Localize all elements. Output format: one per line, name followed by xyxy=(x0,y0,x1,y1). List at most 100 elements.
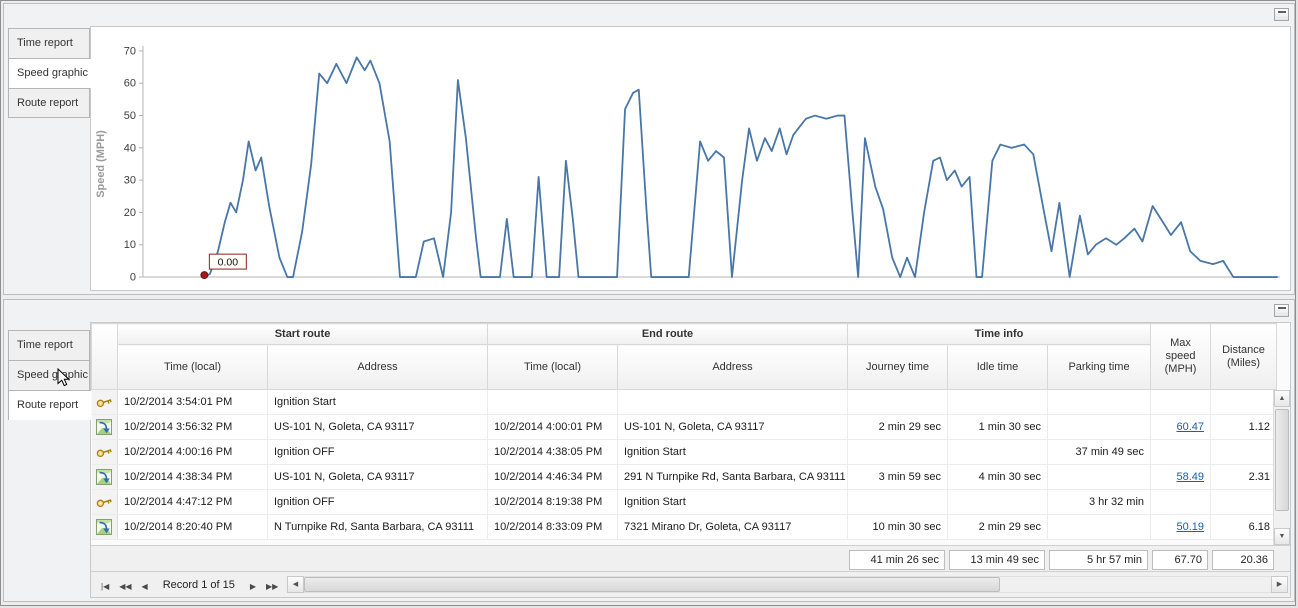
table-row[interactable]: 10/2/2014 4:00:16 PM Ignition OFF 10/2/201… xyxy=(91,439,1278,465)
tab-route-report[interactable]: Route report xyxy=(8,88,90,118)
next-record-button[interactable]: ▶ xyxy=(249,581,257,591)
start-time-cell: 10/2/2014 4:47:12 PM xyxy=(117,489,268,515)
next-page-record-button[interactable]: ▶▶ xyxy=(266,581,279,591)
record-navigator: |◀◀◀◀ Record 1 of 15 ▶▶▶▶| ◀ ▶ xyxy=(91,571,1290,597)
table-row[interactable]: 10/2/2014 8:20:40 PM N Turnpike Rd, Santa… xyxy=(91,514,1278,540)
horizontal-scrollbar-thumb[interactable] xyxy=(304,577,1001,592)
horizontal-scrollbar-track[interactable] xyxy=(304,576,1271,593)
summary-idle-time: 13 min 49 sec xyxy=(949,549,1045,570)
prev-page-record-button[interactable]: ◀◀ xyxy=(119,581,132,591)
table-row[interactable]: 10/2/2014 4:47:12 PM Ignition OFF 10/2/201… xyxy=(91,489,1278,515)
route-table: Start route End route Time info Max spee… xyxy=(91,323,1278,540)
tab-time-report[interactable]: Time report xyxy=(8,28,90,58)
max-speed-link[interactable]: 50.19 xyxy=(1176,521,1205,533)
group-header-end-route: End route xyxy=(487,323,848,345)
record-count-label: Record 1 of 15 xyxy=(162,578,235,591)
collapse-glyph-icon xyxy=(1277,307,1286,309)
summary-row: 41 min 26 sec 13 min 49 sec 5 hr 57 min … xyxy=(91,545,1290,571)
idle-time-cell: 4 min 30 sec xyxy=(947,464,1048,490)
distance-cell: 6.18 xyxy=(1210,514,1278,540)
vertical-scrollbar[interactable]: ▲ ▼ xyxy=(1273,390,1290,545)
max-speed-link[interactable]: 60.47 xyxy=(1176,421,1205,433)
parking-time-cell: 3 hr 32 min xyxy=(1047,489,1152,515)
column-header-end-address[interactable]: Address xyxy=(617,344,848,390)
start-address-cell: US-101 N, Goleta, CA 93117 xyxy=(267,464,488,490)
column-header-max-speed[interactable]: Max speed (MPH) xyxy=(1150,323,1212,390)
end-time-cell xyxy=(487,389,618,415)
collapse-glyph-icon xyxy=(1277,11,1286,13)
column-header-parking-time[interactable]: Parking time xyxy=(1046,344,1152,390)
speed-chart-area[interactable]: 0 10 20 30 40 50 60 70 0.00 Speed (MPH) xyxy=(90,26,1291,291)
column-header-end-time[interactable]: Time (local) xyxy=(487,344,618,390)
end-address-cell xyxy=(617,389,848,415)
scroll-up-icon[interactable]: ▲ xyxy=(1274,390,1290,407)
distance-cell xyxy=(1210,389,1278,415)
vertical-scrollbar-thumb[interactable] xyxy=(1275,409,1289,511)
end-address-cell: Ignition Start xyxy=(617,489,848,515)
collapse-panel-icon[interactable] xyxy=(1274,8,1289,21)
scroll-right-icon[interactable]: ▶ xyxy=(1271,576,1288,593)
max-speed-cell: 58.49 xyxy=(1150,464,1212,490)
column-header-journey-time[interactable]: Journey time xyxy=(847,344,948,390)
key-icon xyxy=(91,489,118,515)
svg-text:30: 30 xyxy=(124,175,136,187)
indicator-column-header xyxy=(91,323,118,390)
journey-time-cell xyxy=(847,489,948,515)
journey-time-cell xyxy=(847,439,948,465)
distance-cell xyxy=(1210,489,1278,515)
route-icon xyxy=(91,414,118,440)
scroll-left-icon[interactable]: ◀ xyxy=(287,576,304,593)
speed-chart[interactable]: 0 10 20 30 40 50 60 70 0.00 Speed (MPH) xyxy=(91,27,1290,290)
svg-text:20: 20 xyxy=(124,207,136,219)
start-address-cell: Ignition Start xyxy=(267,389,488,415)
tab-time-report[interactable]: Time report xyxy=(8,330,90,360)
column-header-idle-time[interactable]: Idle time xyxy=(947,344,1048,390)
table-row[interactable]: 10/2/2014 3:56:32 PM US-101 N, Goleta, CA… xyxy=(91,414,1278,440)
end-address-cell: Ignition Start xyxy=(617,439,848,465)
top-tabstrip: Time report Speed graphic Route report xyxy=(8,28,92,118)
svg-text:40: 40 xyxy=(124,142,136,154)
max-speed-link[interactable]: 58.49 xyxy=(1176,471,1205,483)
tab-speed-graphic[interactable]: Speed graphic xyxy=(8,58,91,88)
pager-left-buttons: |◀ ◀◀ ◀ xyxy=(96,576,153,594)
table-row[interactable]: 10/2/2014 3:54:01 PM Ignition Start xyxy=(91,389,1278,415)
start-address-cell: Ignition OFF xyxy=(267,439,488,465)
parking-time-cell xyxy=(1047,514,1152,540)
key-icon xyxy=(91,439,118,465)
column-header-start-time[interactable]: Time (local) xyxy=(117,344,268,390)
summary-parking-time: 5 hr 57 min xyxy=(1049,549,1148,570)
horizontal-scrollbar[interactable]: ◀ ▶ xyxy=(287,576,1288,593)
first-record-button[interactable]: |◀ xyxy=(101,581,110,591)
svg-text:0: 0 xyxy=(130,272,136,284)
scroll-down-icon[interactable]: ▼ xyxy=(1274,528,1290,545)
start-time-cell: 10/2/2014 3:56:32 PM xyxy=(117,414,268,440)
group-header-start-route: Start route xyxy=(117,323,488,345)
svg-text:10: 10 xyxy=(124,239,136,251)
prev-record-button[interactable]: ◀ xyxy=(141,581,148,591)
parking-time-cell: 37 min 49 sec xyxy=(1047,439,1152,465)
column-header-start-address[interactable]: Address xyxy=(267,344,488,390)
distance-cell: 2.31 xyxy=(1210,464,1278,490)
start-time-cell: 10/2/2014 3:54:01 PM xyxy=(117,389,268,415)
parking-time-cell xyxy=(1047,414,1152,440)
idle-time-cell: 1 min 30 sec xyxy=(947,414,1048,440)
idle-time-cell xyxy=(947,489,1048,515)
max-speed-cell xyxy=(1150,439,1212,465)
tab-route-report[interactable]: Route report xyxy=(8,390,91,420)
max-speed-cell xyxy=(1150,389,1212,415)
svg-text:0.00: 0.00 xyxy=(218,258,239,269)
end-address-cell: 7321 Mirano Dr, Goleta, CA 93117 xyxy=(617,514,848,540)
column-header-distance[interactable]: Distance (Miles) xyxy=(1210,323,1278,390)
distance-cell: 1.12 xyxy=(1210,414,1278,440)
collapse-panel-icon[interactable] xyxy=(1274,304,1289,317)
idle-time-cell xyxy=(947,439,1048,465)
summary-journey-time: 41 min 26 sec xyxy=(849,549,945,570)
speed-graphic-panel: Time report Speed graphic Route report 0… xyxy=(3,3,1295,295)
tab-speed-graphic[interactable]: Speed graphic xyxy=(8,360,90,390)
journey-time-cell: 10 min 30 sec xyxy=(847,514,948,540)
table-row[interactable]: 10/2/2014 4:38:34 PM US-101 N, Goleta, CA… xyxy=(91,464,1278,490)
journey-time-cell: 3 min 59 sec xyxy=(847,464,948,490)
start-time-cell: 10/2/2014 4:00:16 PM xyxy=(117,439,268,465)
max-speed-cell: 60.47 xyxy=(1150,414,1212,440)
grid-rows-area: Start route End route Time info Max spee… xyxy=(91,323,1290,545)
